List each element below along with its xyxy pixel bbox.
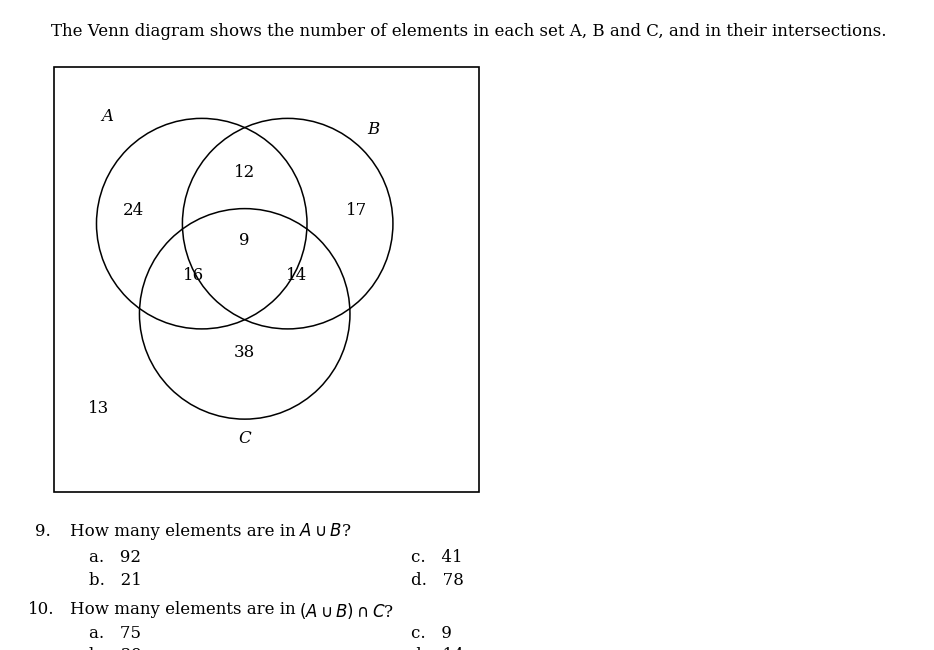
Text: 17: 17	[346, 202, 367, 219]
Text: 14: 14	[286, 266, 307, 283]
Text: c.   41: c. 41	[411, 549, 462, 566]
Text: B: B	[367, 121, 380, 138]
Text: b.   39: b. 39	[89, 647, 141, 650]
Text: c.   9: c. 9	[411, 625, 452, 642]
Text: 9.: 9.	[35, 523, 51, 540]
Text: $(\mathit{A} \cup \mathit{B}) \cap \mathit{C}$?: $(\mathit{A} \cup \mathit{B}) \cap \math…	[299, 601, 394, 621]
Text: 13: 13	[88, 400, 109, 417]
Text: 12: 12	[234, 164, 255, 181]
Text: A: A	[101, 108, 113, 125]
Text: How many elements are in: How many elements are in	[70, 523, 301, 540]
Text: d.   78: d. 78	[411, 572, 464, 589]
Text: 9: 9	[239, 232, 250, 250]
Text: C: C	[238, 430, 251, 447]
Text: a.   75: a. 75	[89, 625, 141, 642]
Text: b.   21: b. 21	[89, 572, 142, 589]
Text: a.   92: a. 92	[89, 549, 141, 566]
Text: How many elements are in: How many elements are in	[70, 601, 301, 618]
Text: 38: 38	[234, 344, 255, 361]
Text: $\mathit{A} \cup \mathit{B}$?: $\mathit{A} \cup \mathit{B}$?	[299, 523, 351, 540]
Text: 24: 24	[122, 202, 144, 219]
Text: d.   14: d. 14	[411, 647, 464, 650]
Text: The Venn diagram shows the number of elements in each set A, B and C, and in the: The Venn diagram shows the number of ele…	[51, 23, 887, 40]
Text: 16: 16	[182, 266, 204, 283]
Text: 10.: 10.	[28, 601, 54, 618]
